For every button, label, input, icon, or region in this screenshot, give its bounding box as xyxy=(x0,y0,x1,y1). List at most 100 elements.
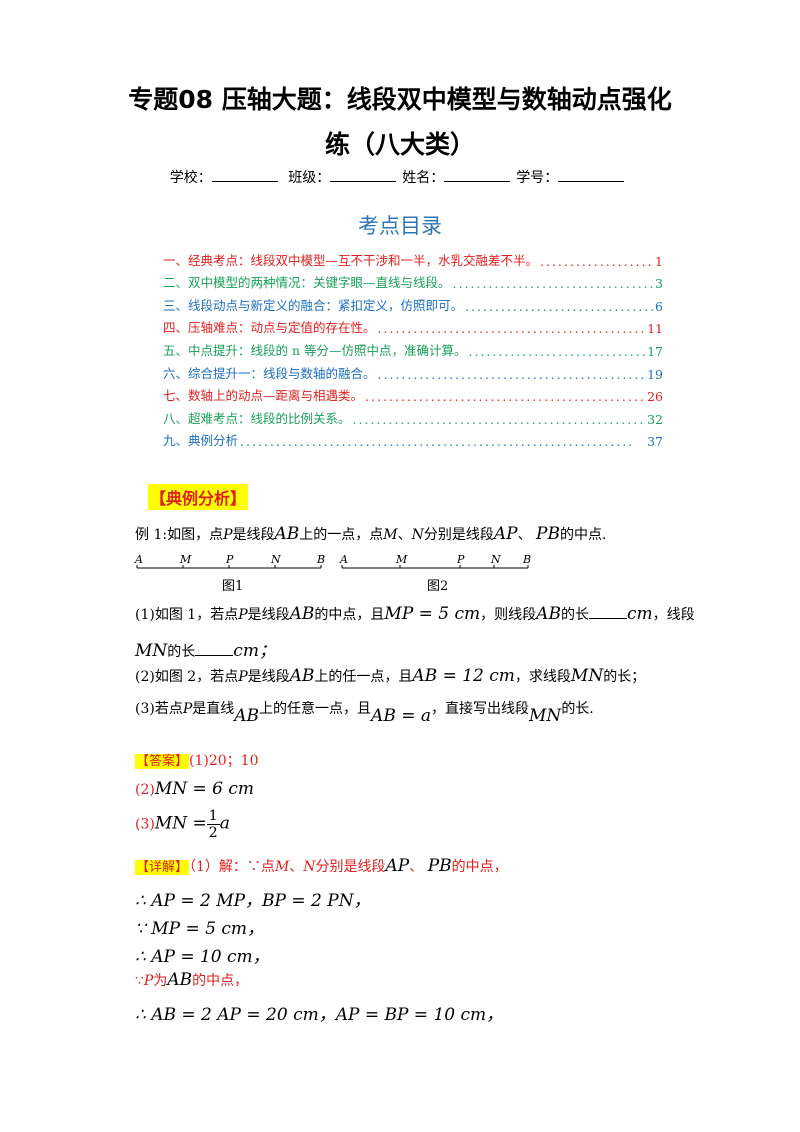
q-text: 是直线 xyxy=(192,701,235,717)
intro-text: 分别是线段 xyxy=(423,527,494,543)
equation: MP = 5 cm xyxy=(384,604,481,624)
fig2-point-label: A xyxy=(339,553,348,566)
class-label: 班级： xyxy=(288,170,331,186)
toc-leader: ........................................… xyxy=(377,366,646,382)
explain-text: 分别是线段 xyxy=(315,859,386,875)
var-p: P xyxy=(238,669,248,685)
var-p: P xyxy=(143,973,154,989)
var-ab: AB xyxy=(536,604,561,624)
answer-blank[interactable] xyxy=(588,618,627,619)
toc-item[interactable]: 四、压轴难点：动点与定值的存在性。.......................… xyxy=(163,314,663,337)
var-n: N xyxy=(411,527,424,543)
figure2-caption: 图2 xyxy=(427,579,448,594)
explain-eq: ∴ AP = 10 cm， xyxy=(135,947,270,967)
var-ab: AB xyxy=(167,970,193,990)
q-text: (3)若点 xyxy=(135,701,183,717)
answer-3-var: a xyxy=(219,813,230,834)
toc-item-page: 37 xyxy=(647,434,663,450)
answer-2: MN = 6 cm xyxy=(154,779,255,799)
var-m: M xyxy=(274,859,290,875)
var-ab: AB xyxy=(234,706,260,726)
toc-item-label: 三、线段动点与新定义的融合：紧扣定义，仿照即可。 xyxy=(163,297,464,313)
var-pb: PB xyxy=(427,856,452,876)
q-text: 的长 xyxy=(560,607,589,623)
explain-text: 的中点， xyxy=(192,973,249,989)
question-1-cont: MN的长 cm； xyxy=(135,636,276,661)
number-label: 学号： xyxy=(516,170,559,186)
question-2: (2)如图 2，若点P是线段AB上的任一点，且AB = 12 cm，求线段MN的… xyxy=(135,666,645,686)
explain-line-3: ∵ MP = 5 cm， xyxy=(135,914,264,939)
q-text: ，直接写出线段 xyxy=(431,701,530,717)
toc-item[interactable]: 五、中点提升：线段的 n 等分—仿照中点，准确计算。..............… xyxy=(163,336,663,359)
fig2-point-label: M xyxy=(395,553,408,566)
school-blank xyxy=(211,169,278,182)
intro-text: 是线段 xyxy=(232,527,275,543)
figure1-caption: 图1 xyxy=(222,579,243,594)
q-text: 的长 xyxy=(167,644,196,660)
toc-item[interactable]: 一、经典考点：线段双中模型—互不干涉和一半，水乳交融差不半。..........… xyxy=(163,246,663,269)
answer-3-lhs: MN = xyxy=(154,813,207,834)
explain-eq: ∵ MP = 5 cm， xyxy=(135,919,264,939)
explain-line-6: ∴ AB = 2 AP = 20 cm，AP = BP = 10 cm， xyxy=(135,1000,503,1025)
toc-item-label: 八、超难考点：线段的比例关系。 xyxy=(163,410,351,426)
toc-item-page: 3 xyxy=(655,276,663,292)
toc-item-label: 七、数轴上的动点—距离与相遇类。 xyxy=(163,388,364,404)
var-ap: AP xyxy=(493,524,518,544)
toc-leader: ........................................… xyxy=(377,321,646,337)
unit: cm； xyxy=(233,641,276,661)
q-text: 的中点，且 xyxy=(314,607,385,623)
q-text: 上的任一点，且 xyxy=(314,669,413,685)
number-blank xyxy=(558,169,625,182)
toc-item[interactable]: 八、超难考点：线段的比例关系。.........................… xyxy=(163,404,663,427)
name-blank xyxy=(444,169,511,182)
fig2-point-label: N xyxy=(490,553,501,566)
toc-leader: ........................................… xyxy=(365,389,646,405)
toc-item[interactable]: 六、综合提升一：线段与数轴的融合。.......................… xyxy=(163,359,663,382)
toc-item-page: 32 xyxy=(647,411,663,427)
toc-item-label: 六、综合提升一：线段与数轴的融合。 xyxy=(163,365,376,381)
answer-line-3: (3)MN = 1 2 a xyxy=(135,808,230,841)
toc-item[interactable]: 九、典例分析..................................… xyxy=(163,427,663,450)
var-ab: AB xyxy=(289,604,315,624)
toc-item-page: 6 xyxy=(655,298,663,314)
toc-item[interactable]: 七、数轴上的动点—距离与相遇类。........................… xyxy=(163,382,663,405)
frac-denominator: 2 xyxy=(208,825,218,841)
answer-tag: 【答案】 xyxy=(135,754,190,769)
segment-figures: A M P N B A M P N B 图1 图2 xyxy=(134,553,531,594)
toc-leader: ........................................… xyxy=(352,411,646,427)
q-text: 上的任意一点，且 xyxy=(259,701,372,717)
fig1-point-label: M xyxy=(179,553,192,566)
var-mn: MN xyxy=(570,666,604,686)
var-mn: MN xyxy=(135,641,168,661)
intro-text: 、 xyxy=(397,527,412,543)
doc-title-line1: 专题08 压轴大题：线段双中模型与数轴动点强化 xyxy=(128,85,672,114)
explain-tag: 【详解】 xyxy=(135,860,190,875)
toc-leader: ........................................… xyxy=(240,434,635,450)
toc-item-label: 四、压轴难点：动点与定值的存在性。 xyxy=(163,320,376,336)
toc-item[interactable]: 二、双中模型的两种情况：关键字眼—直线与线段。.................… xyxy=(163,269,663,292)
toc-item[interactable]: 三、线段动点与新定义的融合：紧扣定义，仿照即可。................… xyxy=(163,291,663,314)
explain-line-5: ∵P为AB的中点， xyxy=(135,970,248,990)
explain-text: （1）解：∵点 xyxy=(189,859,275,875)
intro-text: 上的一点，点 xyxy=(299,527,384,543)
class-blank xyxy=(330,169,397,182)
school-label: 学校： xyxy=(169,170,212,186)
var-p: P xyxy=(182,701,193,717)
fig1-point-label: N xyxy=(270,553,281,566)
answer-line-1: 【答案】(1)20；10 xyxy=(135,750,258,770)
q-text: 是线段 xyxy=(247,669,290,685)
toc-list: 一、经典考点：线段双中模型—互不干涉和一半，水乳交融差不半。..........… xyxy=(163,246,663,450)
var-ap: AP xyxy=(385,856,410,876)
explain-eq: ∴ AP = 2 MP，BP = 2 PN， xyxy=(135,891,371,911)
question-3: (3)若点P是直线AB上的任意一点，且AB = a，直接写出线段MN的长. xyxy=(135,698,594,726)
explain-text: 、 xyxy=(289,859,304,875)
answer-blank[interactable] xyxy=(195,655,234,656)
intro-text: 、 xyxy=(517,527,532,543)
name-label: 姓名： xyxy=(402,170,445,186)
toc-item-label: 九、典例分析 xyxy=(163,433,239,449)
equation: AB = 12 cm xyxy=(412,666,515,686)
fig1-point-label: A xyxy=(134,553,143,566)
explain-text: 的中点， xyxy=(451,859,508,875)
